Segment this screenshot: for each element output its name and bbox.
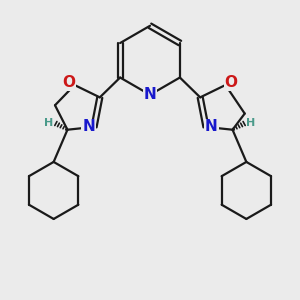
Text: H: H [44,118,54,128]
Text: O: O [224,75,238,90]
Text: N: N [205,119,218,134]
Text: N: N [144,87,156,102]
Text: H: H [246,118,256,128]
Text: N: N [82,119,95,134]
Text: O: O [62,75,76,90]
